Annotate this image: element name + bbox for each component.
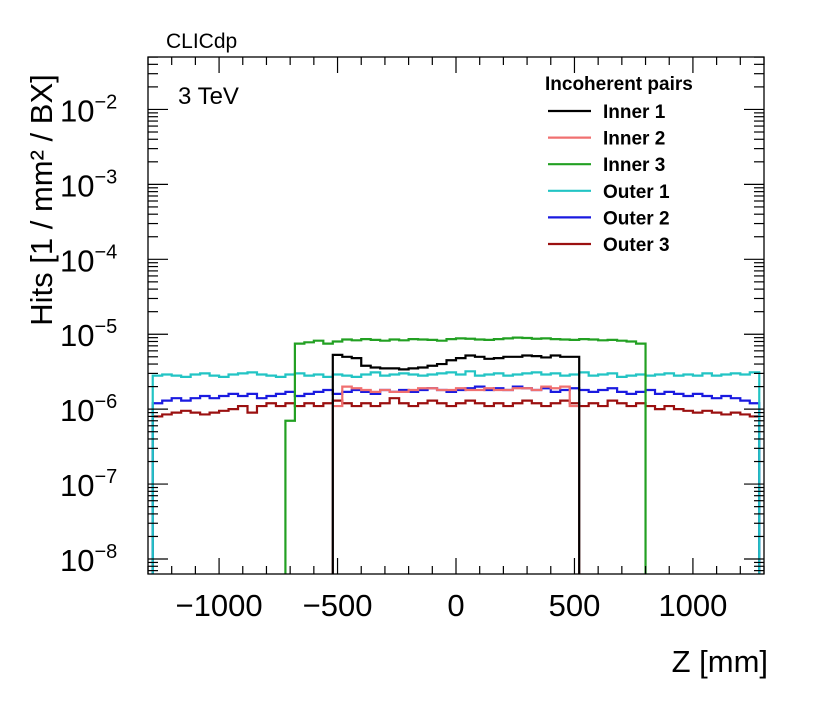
axes-layer [147,56,765,575]
legend-item-label: Inner 3 [603,155,665,176]
series-inner-1 [331,353,581,574]
y-tick-label: 10−8 [60,541,117,578]
series-layer [151,336,761,574]
legend-item-label: Inner 1 [603,102,666,123]
y-tick-label: 10−3 [60,166,117,203]
series-outer-1 [151,370,761,574]
plot-frame [147,56,765,575]
x-axis-label: Z [mm] [672,644,768,679]
y-tick-label: 10−4 [60,241,117,278]
y-tick-label: 10−7 [60,466,117,503]
y-tick-label: 10−2 [60,91,117,128]
legend-item-label: Inner 2 [603,129,665,150]
y-axis-label: Hits [1 / mm² / BX] [24,74,59,325]
y-tick-label: 10−6 [60,391,117,428]
energy-label: 3 TeV [178,83,239,110]
experiment-label: CLICdp [166,30,237,53]
legend: Incoherent pairs Inner 1 Inner 2 Inner 3 Ou… [545,74,693,256]
x-tick-label: 0 [447,588,464,623]
legend-item-label: Outer 3 [603,235,670,256]
x-tick-label: 1000 [658,588,727,623]
ticks-layer: −1000 −500 0 500 1000 10−8 10−7 10−6 10−5 10−4 10−… [60,56,765,623]
series-inner-2 [331,385,581,574]
x-tick-label: −1000 [176,588,263,623]
x-tick-label: 500 [549,588,601,623]
legend-title: Incoherent pairs [545,74,693,95]
legend-item-label: Outer 1 [603,182,670,203]
legend-item-label: Outer 2 [603,208,670,229]
series-outer-3 [151,397,761,574]
x-tick-label: −500 [303,588,373,623]
y-tick-label: 10−5 [60,316,117,353]
series-inner-3 [284,336,647,574]
series-outer-2 [151,385,761,574]
